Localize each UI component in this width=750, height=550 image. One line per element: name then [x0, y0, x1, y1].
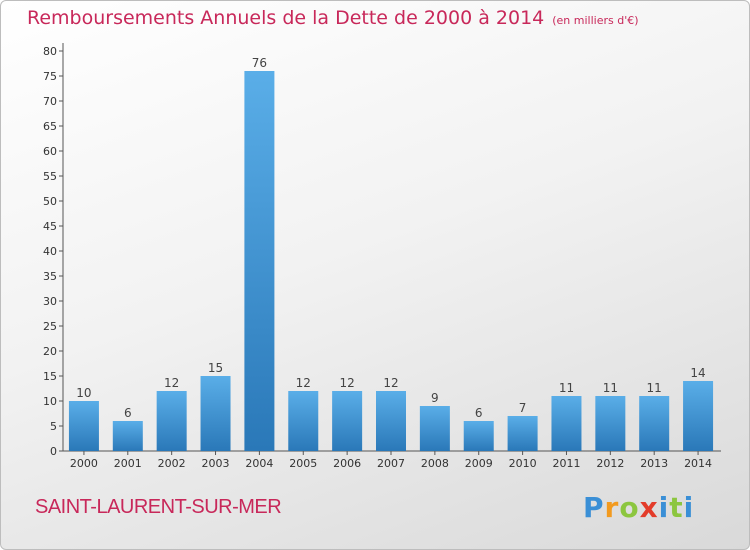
- bar: [244, 71, 275, 451]
- x-tick-label: 2011: [552, 457, 580, 470]
- title-text: Remboursements Annuels de la Dette de 20…: [27, 7, 545, 29]
- data-label: 76: [252, 56, 267, 70]
- data-label: 7: [519, 401, 527, 415]
- y-tick-label: 10: [43, 395, 57, 408]
- data-label: 14: [690, 366, 705, 380]
- data-label: 10: [76, 386, 91, 400]
- data-label: 11: [559, 381, 574, 395]
- bar: [200, 376, 231, 451]
- data-label: 12: [164, 376, 179, 390]
- y-tick-label: 20: [43, 345, 57, 358]
- bar: [112, 421, 143, 451]
- x-tick-label: 2014: [684, 457, 712, 470]
- data-label: 9: [431, 391, 439, 405]
- bar: [683, 381, 714, 451]
- bar: [551, 396, 582, 451]
- bar: [595, 396, 626, 451]
- x-tick-label: 2002: [158, 457, 186, 470]
- y-tick-label: 60: [43, 145, 57, 158]
- data-label: 15: [208, 361, 223, 375]
- x-tick-label: 2013: [640, 457, 668, 470]
- x-tick-label: 2005: [289, 457, 317, 470]
- x-tick-label: 2004: [245, 457, 273, 470]
- bar: [507, 416, 538, 451]
- chart-title: Remboursements Annuels de la Dette de 20…: [27, 7, 639, 29]
- y-tick-label: 25: [43, 320, 57, 333]
- x-tick-label: 2012: [596, 457, 624, 470]
- y-tick-label: 65: [43, 120, 57, 133]
- x-tick-label: 2010: [509, 457, 537, 470]
- y-tick-label: 75: [43, 70, 57, 83]
- bar: [68, 401, 99, 451]
- x-tick-label: 2000: [70, 457, 98, 470]
- y-tick-label: 50: [43, 195, 57, 208]
- y-tick-label: 45: [43, 220, 57, 233]
- bar: [419, 406, 450, 451]
- bar: [639, 396, 670, 451]
- y-tick-label: 15: [43, 370, 57, 383]
- x-tick-label: 2008: [421, 457, 449, 470]
- y-tick-label: 55: [43, 170, 57, 183]
- y-tick-label: 70: [43, 95, 57, 108]
- y-tick-label: 30: [43, 295, 57, 308]
- bar: [288, 391, 319, 451]
- data-label: 11: [647, 381, 662, 395]
- x-tick-label: 2006: [333, 457, 361, 470]
- x-tick-label: 2007: [377, 457, 405, 470]
- y-tick-label: 5: [50, 420, 57, 433]
- data-label: 6: [475, 406, 483, 420]
- bar: [376, 391, 406, 451]
- data-label: 6: [124, 406, 132, 420]
- bar: [332, 391, 363, 451]
- town-name: SAINT-LAURENT-SUR-MER: [35, 496, 282, 518]
- title-unit: (en milliers d'€): [552, 14, 639, 27]
- y-tick-label: 35: [43, 270, 57, 283]
- bar: [463, 421, 494, 451]
- proxiti-logo: Proxiti: [583, 491, 695, 524]
- x-tick-label: 2009: [465, 457, 493, 470]
- y-tick-label: 80: [43, 45, 57, 58]
- data-label: 11: [603, 381, 618, 395]
- data-label: 12: [339, 376, 354, 390]
- x-tick-label: 2001: [114, 457, 142, 470]
- bar: [156, 391, 187, 451]
- y-tick-label: 0: [50, 445, 57, 458]
- y-tick-label: 40: [43, 245, 57, 258]
- x-tick-label: 2003: [202, 457, 230, 470]
- data-label: 12: [383, 376, 398, 390]
- data-label: 12: [296, 376, 311, 390]
